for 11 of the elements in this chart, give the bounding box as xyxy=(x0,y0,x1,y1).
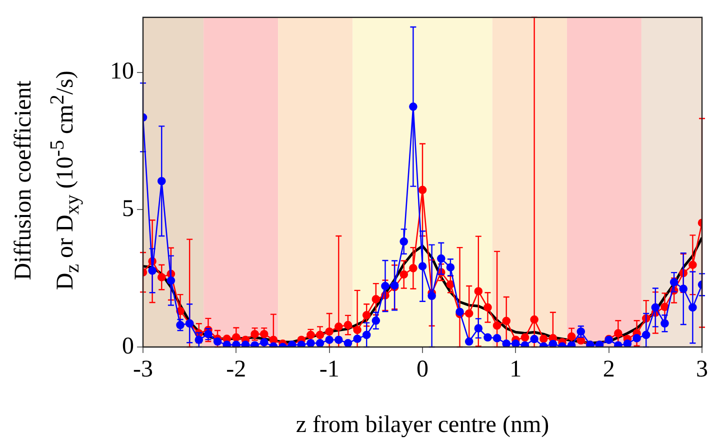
y-tick-label: 0 xyxy=(122,333,134,360)
x-tick-label: 2 xyxy=(602,356,615,383)
x-axis-title: z from bilayer centre (nm) xyxy=(296,412,550,438)
x-tick-label: 0 xyxy=(416,356,428,383)
y-tick-label: 5 xyxy=(122,196,134,222)
x-tick-label: 1 xyxy=(510,356,522,383)
x-tick-label: -2 xyxy=(226,356,246,383)
x-tick-label: -1 xyxy=(319,356,340,383)
y-tick-label: 10 xyxy=(110,58,134,85)
x-tick-label: -3 xyxy=(133,356,153,383)
x-tick-label: 3 xyxy=(696,356,708,383)
